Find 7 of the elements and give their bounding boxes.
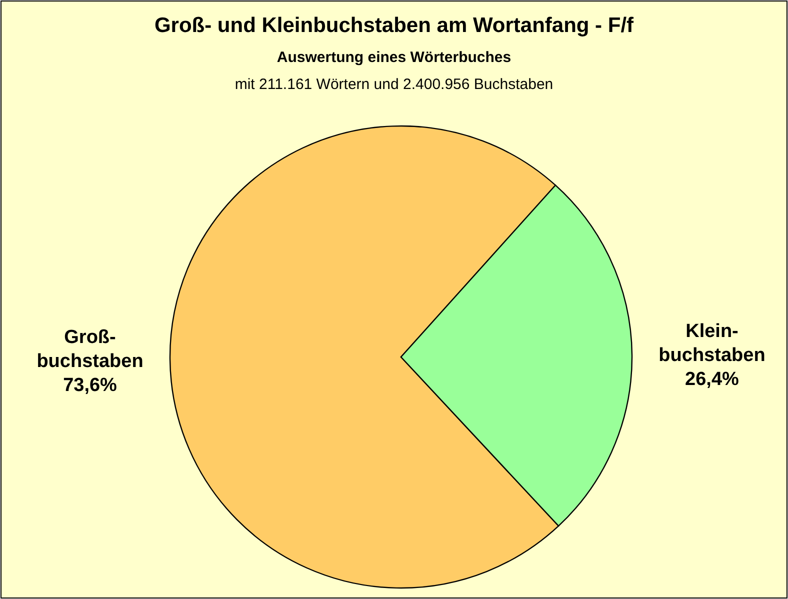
data-label: 73,6% (63, 374, 118, 396)
text: mit 211.161 Wörtern und 2.400.956 Buchstaben (234, 76, 554, 93)
slice-label: Groß- buchstaben (36, 326, 144, 372)
slice-label: Klein- buchstaben (658, 321, 766, 366)
chart-subtitle: Auswertung eines Wörterbuches (276, 49, 512, 66)
chart-title: Groß- und Kleinbuchstaben am Wortanfang - F/f (154, 14, 635, 37)
data-label: 26,4% (685, 369, 740, 390)
